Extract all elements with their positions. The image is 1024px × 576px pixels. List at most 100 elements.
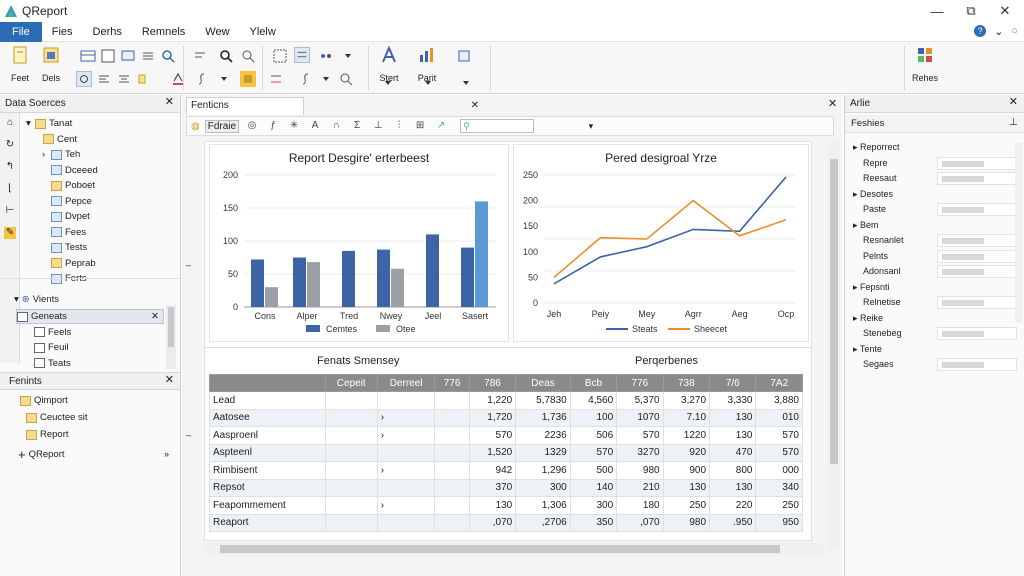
refresh-icon[interactable]: ↻: [5, 139, 15, 150]
table-row[interactable]: Rimbisent › 942 1,296 500 980 900 800 000: [209, 461, 803, 480]
property-row[interactable]: Paste: [849, 202, 1017, 217]
expand-icon[interactable]: ▸: [853, 219, 861, 230]
parit-button[interactable]: Parit: [412, 46, 442, 88]
column-header[interactable]: 738: [662, 374, 711, 392]
stert-button[interactable]: Stert: [374, 45, 404, 88]
column-header[interactable]: 776: [616, 374, 664, 392]
chevron-down-icon[interactable]: [380, 75, 396, 91]
tree-item[interactable]: Cent: [34, 132, 77, 147]
align-center-icon[interactable]: [116, 71, 132, 87]
table-row[interactable]: Reaport ,070,2706 350,070 980.950 950: [209, 513, 803, 532]
property-value[interactable]: [937, 296, 1017, 309]
frame-icon[interactable]: [120, 48, 136, 64]
property-value[interactable]: [937, 327, 1017, 340]
align-icon[interactable]: [192, 48, 208, 64]
property-value[interactable]: [937, 249, 1017, 263]
chevron-down-icon[interactable]: ⌄: [994, 26, 1004, 38]
close-icon[interactable]: ✕: [164, 96, 174, 108]
pen-icon[interactable]: [76, 71, 92, 87]
table-icon[interactable]: [80, 48, 96, 64]
spark-icon[interactable]: ✳: [289, 120, 299, 131]
link-icon[interactable]: ⌊: [8, 183, 12, 194]
tree-item[interactable]: Poboet: [42, 178, 95, 193]
format-icon[interactable]: [318, 48, 334, 64]
table-row[interactable]: Repsot 370 300 140 210 130 130 340: [209, 478, 803, 497]
toolbar-text-button[interactable]: Fdraie: [204, 119, 240, 133]
property-row[interactable]: ▸ Tente: [849, 342, 1017, 357]
tree-item[interactable]: Dvpet: [42, 209, 90, 224]
column-header[interactable]: Deas: [515, 374, 571, 392]
target-icon[interactable]: ◎: [247, 120, 257, 131]
pin-icon[interactable]: ⊥: [1009, 117, 1018, 128]
property-value[interactable]: [937, 203, 1017, 216]
scrollbar[interactable]: [166, 305, 176, 369]
tree-item[interactable]: Peprab: [42, 256, 96, 271]
close-button[interactable]: ✕: [999, 3, 1011, 18]
sigma-icon[interactable]: Σ: [354, 120, 361, 131]
table-row[interactable]: Lead 1,220 5,7830 4,560 5,370 3,270 3,330 3,880: [209, 391, 803, 410]
text-icon[interactable]: A: [311, 120, 319, 131]
home-icon[interactable]: ⌂: [6, 117, 14, 128]
highlight-icon[interactable]: [240, 71, 256, 87]
column-header[interactable]: 7/6: [709, 374, 757, 392]
paint-icon[interactable]: ◍: [191, 120, 200, 132]
property-row[interactable]: ▸ Fepsnti: [849, 280, 1017, 295]
expand-icon[interactable]: ▸: [853, 142, 861, 152]
tree-item[interactable]: Tests: [42, 240, 87, 255]
property-value[interactable]: [937, 219, 1017, 232]
property-row[interactable]: Adonsanl: [849, 264, 1017, 279]
expand-icon[interactable]: ▸: [853, 343, 860, 354]
more-icon[interactable]: »: [164, 449, 170, 459]
property-row[interactable]: Segaes: [849, 357, 1017, 372]
table-icon[interactable]: ⊞: [415, 120, 425, 131]
property-row[interactable]: ▸ Reporrect: [849, 140, 1017, 155]
chevron-down-icon[interactable]: [318, 71, 334, 87]
menu-file[interactable]: File: [0, 21, 42, 42]
table-row[interactable]: Aatosee › 1,720 1,736 100 1070 7.10 130 010: [209, 408, 803, 427]
property-value[interactable]: [937, 265, 1017, 278]
property-value[interactable]: [937, 141, 1017, 154]
maximize-button[interactable]: ⧉: [966, 3, 976, 18]
horizontal-scrollbar[interactable]: [204, 543, 824, 555]
chevron-down-icon[interactable]: ▾: [588, 121, 594, 131]
views-node[interactable]: ▾ ⊛ Vients: [14, 292, 59, 307]
field-item[interactable]: Ceuctee sit: [26, 410, 88, 425]
table-row[interactable]: Aspteenl 1,520 1329 570 3270 920 470 570: [209, 443, 803, 462]
tree-item[interactable]: › Teh: [42, 147, 80, 162]
property-value[interactable]: [937, 172, 1017, 185]
close-icon[interactable]: ✕: [164, 374, 174, 386]
align-left-icon[interactable]: [96, 71, 112, 87]
menu-item[interactable]: Remnels: [141, 25, 186, 38]
zoom-combo[interactable]: ⚲ ▾: [460, 119, 593, 133]
property-value[interactable]: [937, 234, 1017, 247]
expand-icon[interactable]: ▸: [853, 312, 861, 323]
border-icon[interactable]: [268, 71, 284, 87]
minimize-button[interactable]: —: [930, 3, 944, 19]
line-chart-icon[interactable]: ↗: [436, 120, 446, 131]
view-item[interactable]: Geneats ✕: [16, 309, 164, 324]
table-row[interactable]: Aasproenl › 570 2236 506 570 1220 130 570: [209, 426, 803, 445]
property-row[interactable]: Reesaut: [849, 171, 1017, 186]
view-item[interactable]: Feuil: [34, 340, 69, 355]
formula-icon[interactable]: [298, 71, 314, 87]
chevron-down-icon[interactable]: [216, 71, 232, 87]
search-replace-icon[interactable]: [240, 48, 256, 64]
property-row[interactable]: ▸ Reike: [849, 311, 1017, 326]
field-item[interactable]: Qimport: [20, 393, 68, 408]
expand-icon[interactable]: ▾: [26, 118, 31, 129]
doc-tab[interactable]: Fenticns ✕: [186, 97, 479, 115]
pin-icon[interactable]: ✎: [4, 227, 16, 239]
property-value[interactable]: [937, 188, 1017, 201]
chevron-down-icon[interactable]: [340, 48, 356, 64]
close-icon[interactable]: ✕: [470, 100, 479, 111]
field-item[interactable]: Report: [26, 427, 69, 442]
format-list-icon[interactable]: [136, 71, 152, 87]
tree-item[interactable]: Pepce: [42, 194, 92, 209]
dels-button[interactable]: Dels: [36, 46, 66, 88]
expand-icon[interactable]: ▸: [853, 188, 861, 199]
layout-icon[interactable]: [294, 47, 310, 63]
property-value[interactable]: [937, 281, 1017, 294]
column-header[interactable]: Derreel: [376, 374, 436, 392]
vertical-scrollbar[interactable]: [828, 141, 840, 549]
zoom-icon[interactable]: [160, 48, 176, 64]
